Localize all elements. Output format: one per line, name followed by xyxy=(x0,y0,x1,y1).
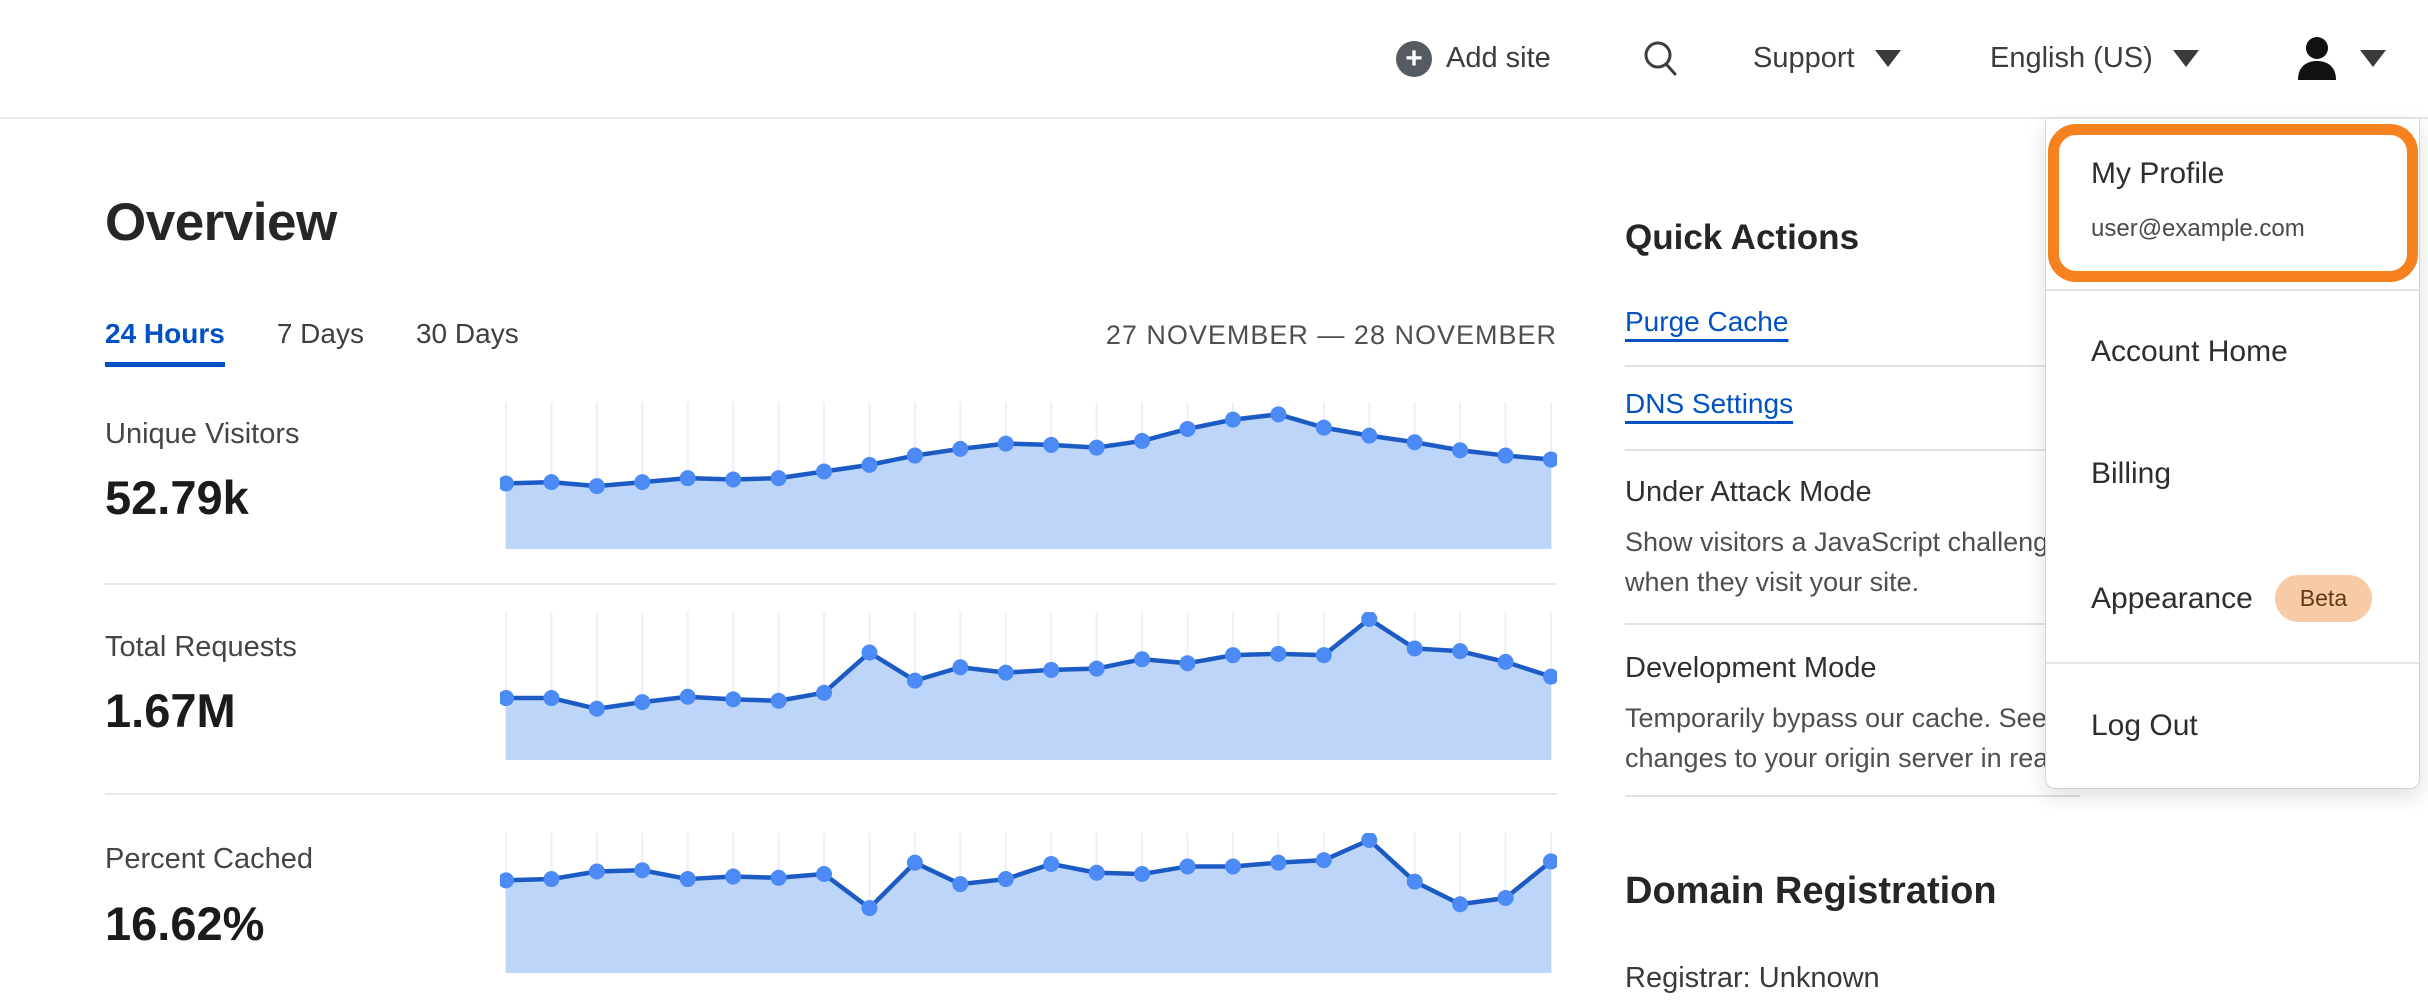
dns-settings-link[interactable]: DNS Settings xyxy=(1625,388,1794,419)
metric-label-percent-cached: Percent Cached xyxy=(105,843,313,875)
support-label: Support xyxy=(1753,42,1855,74)
chevron-down-icon xyxy=(1874,50,1901,67)
time-range-tabs: 24 Hours 7 Days 30 Days xyxy=(105,318,519,367)
chevron-down-icon xyxy=(2172,50,2199,67)
metric-value-unique-visitors: 52.79k xyxy=(105,471,249,524)
menu-item-appearance[interactable]: Appearance Beta xyxy=(2046,535,2419,662)
under-attack-mode-description: Show visitors a JavaScript challenge xyxy=(1625,527,2064,557)
development-mode-title: Development Mode xyxy=(1625,652,1877,684)
divider xyxy=(1625,623,2080,625)
development-mode-description: changes to your origin server in realtim… xyxy=(1625,743,2113,773)
my-profile-label: My Profile xyxy=(2091,157,2225,190)
under-attack-mode-description: when they visit your site. xyxy=(1625,567,1920,597)
support-menu[interactable]: Support xyxy=(1753,0,1901,117)
account-menu-button[interactable] xyxy=(2294,0,2386,117)
person-icon xyxy=(2298,36,2336,80)
unique-visitors-chart xyxy=(500,402,1557,549)
divider xyxy=(105,583,1557,585)
appearance-label: Appearance xyxy=(2091,581,2253,615)
divider xyxy=(2046,662,2419,664)
divider xyxy=(2046,289,2419,291)
language-menu[interactable]: English (US) xyxy=(1990,0,2199,117)
language-label: English (US) xyxy=(1990,42,2153,74)
account-dropdown-menu: My Profile user@example.com Account Home… xyxy=(2045,119,2420,789)
date-range-label: 27 NOVEMBER — 28 NOVEMBER xyxy=(1105,320,1557,350)
divider xyxy=(105,793,1557,795)
under-attack-mode-title: Under Attack Mode xyxy=(1625,476,1872,508)
menu-item-my-profile[interactable]: My Profile user@example.com xyxy=(2046,119,2419,289)
metric-value-total-requests: 1.67M xyxy=(105,684,236,737)
tab-30-days[interactable]: 30 Days xyxy=(415,318,519,349)
divider xyxy=(1625,795,2080,797)
menu-item-account-home[interactable]: Account Home xyxy=(2046,291,2419,413)
beta-badge: Beta xyxy=(2274,575,2373,622)
search-button[interactable] xyxy=(1640,0,1682,117)
add-site-label: Add site xyxy=(1446,42,1551,74)
registrar-label: Registrar: Unknown xyxy=(1625,962,1880,994)
page-title: Overview xyxy=(105,193,337,252)
purge-cache-link[interactable]: Purge Cache xyxy=(1625,306,1789,337)
menu-item-billing[interactable]: Billing xyxy=(2046,413,2419,535)
add-site-button[interactable]: + Add site xyxy=(1396,0,1551,117)
divider xyxy=(1625,449,2080,451)
metric-label-unique-visitors: Unique Visitors xyxy=(105,418,300,450)
percent-cached-chart xyxy=(500,833,1557,973)
total-requests-chart xyxy=(500,612,1557,760)
billing-label: Billing xyxy=(2091,457,2172,490)
quick-actions-title: Quick Actions xyxy=(1625,218,1860,257)
menu-item-log-out[interactable]: Log Out xyxy=(2046,664,2419,787)
divider xyxy=(1625,365,2080,367)
metric-value-percent-cached: 16.62% xyxy=(105,897,265,950)
profile-email: user@example.com xyxy=(2091,215,2305,242)
tab-7-days[interactable]: 7 Days xyxy=(276,318,364,349)
search-icon xyxy=(1644,41,1677,75)
chevron-down-icon xyxy=(2360,50,2386,67)
development-mode-description: Temporarily bypass our cache. See xyxy=(1625,703,2047,733)
log-out-label: Log Out xyxy=(2091,708,2198,742)
domain-registration-title: Domain Registration xyxy=(1625,870,1997,912)
tab-24-hours[interactable]: 24 Hours xyxy=(105,318,225,367)
plus-circle-icon: + xyxy=(1396,40,1432,77)
top-nav: + Add site Support English (US) xyxy=(0,0,2428,119)
account-home-label: Account Home xyxy=(2091,335,2288,368)
metric-label-total-requests: Total Requests xyxy=(105,631,297,663)
